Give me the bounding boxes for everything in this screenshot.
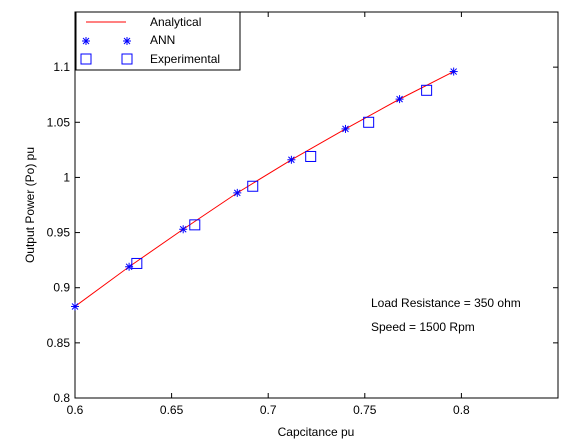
data-point-experimental — [305, 150, 317, 162]
data-point-ann — [287, 155, 296, 164]
plot-area — [74, 11, 559, 399]
x-axis-label: Capcitance pu — [278, 425, 355, 439]
legend-label-experimental: Experimental — [150, 52, 220, 66]
data-point-experimental — [363, 116, 375, 128]
data-point-experimental — [189, 219, 201, 231]
series-line-analytical — [74, 71, 454, 307]
data-point-ann — [395, 95, 404, 104]
legend: Analytical ANN Experimental — [75, 11, 241, 71]
y-tick-label: 0.95 — [47, 226, 71, 240]
y-tick-label: 1.05 — [47, 115, 71, 129]
data-point-experimental — [247, 180, 259, 192]
x-tick-group: 0.6 0.65 0.7 0.75 0.8 — [67, 12, 470, 417]
y-axis-label: Output Power (Po) pu — [23, 147, 37, 263]
data-point-experimental — [421, 84, 433, 96]
data-point-experimental — [131, 257, 143, 269]
x-tick-label: 0.7 — [260, 403, 277, 417]
y-tick-label: 0.9 — [53, 281, 70, 295]
y-tick-label: 1.1 — [53, 60, 70, 74]
annotation-speed: Speed = 1500 Rpm — [371, 320, 475, 334]
x-tick-label: 0.6 — [67, 403, 84, 417]
legend-marker-experimental-2 — [121, 53, 133, 65]
data-point-ann — [341, 124, 350, 133]
series-layer — [71, 67, 458, 311]
data-point-ann — [449, 67, 458, 76]
legend-marker-ann-1 — [82, 37, 90, 45]
legend-marker-ann-2 — [123, 37, 131, 45]
legend-label-analytical: Analytical — [150, 15, 201, 29]
data-point-ann — [179, 225, 188, 234]
y-tick-label: 0.8 — [53, 391, 70, 405]
y-tick-group: 0.8 0.85 0.9 0.95 1 1.05 1.1 — [47, 60, 558, 405]
x-tick-label: 0.65 — [160, 403, 184, 417]
y-tick-label: 1 — [63, 170, 70, 184]
data-point-ann — [233, 188, 242, 197]
annotation-load-resistance: Load Resistance = 350 ohm — [371, 296, 521, 310]
y-tick-label: 0.85 — [47, 336, 71, 350]
x-tick-label: 0.8 — [453, 403, 470, 417]
x-tick-label: 0.75 — [353, 403, 377, 417]
legend-markers-ann — [82, 37, 131, 45]
legend-marker-experimental-1 — [80, 53, 92, 65]
data-point-ann — [71, 302, 79, 311]
legend-label-ann: ANN — [150, 33, 175, 47]
